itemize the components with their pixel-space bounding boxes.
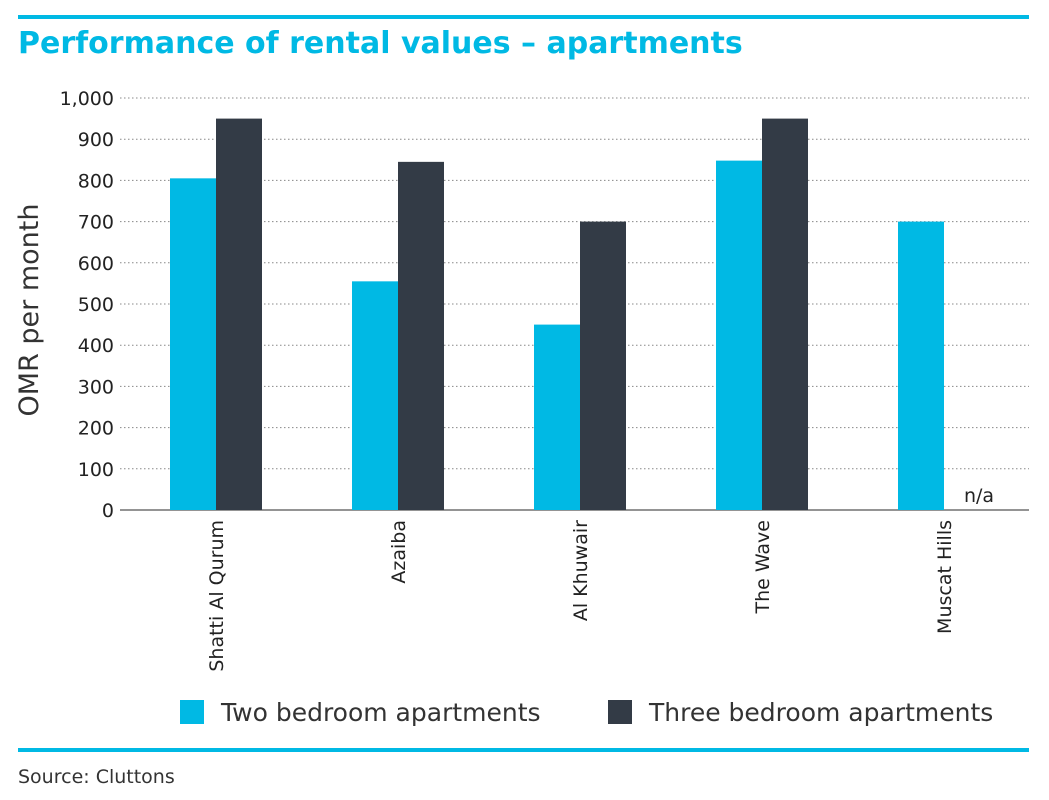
na-annotation: n/a (964, 485, 994, 507)
legend-swatch-three-bedroom (608, 700, 632, 724)
gridlines (120, 97, 1029, 511)
y-tick-label: 0 (102, 500, 114, 522)
bar-three-bedroom (398, 161, 444, 511)
bar-three-bedroom (216, 118, 262, 510)
bar-chart: 0 100 200 300 400 500 600 700 800 900 1,000 Shatti… (14, 88, 1029, 727)
source-note: Source: Cluttons (18, 766, 175, 788)
y-tick-label: 400 (78, 335, 114, 357)
y-tick-label: 1,000 (60, 88, 114, 110)
bar-two-bedroom (170, 178, 216, 510)
bar-two-bedroom (898, 221, 944, 510)
y-axis-label: OMR per month (14, 204, 45, 417)
y-axis-ticks: 0 100 200 300 400 500 600 700 800 900 1,000 (60, 88, 114, 522)
y-tick-label: 800 (78, 170, 114, 192)
top-rule (18, 15, 1029, 19)
bar-three-bedroom (580, 221, 626, 510)
annotations: n/a (964, 485, 994, 507)
y-tick-label: 500 (78, 294, 114, 316)
y-tick-label: 200 (78, 418, 114, 440)
x-category-label: Al Khuwair (570, 520, 592, 621)
legend-label-three-bedroom: Three bedroom apartments (648, 698, 993, 727)
x-category-label: Muscat Hills (934, 520, 956, 634)
bar-three-bedroom (762, 118, 808, 510)
legend-label-two-bedroom: Two bedroom apartments (220, 698, 541, 727)
bottom-rule (18, 748, 1029, 752)
legend: Two bedroom apartments Three bedroom apar… (180, 698, 993, 727)
x-category-label: The Wave (752, 520, 774, 615)
x-category-label: Shatti Al Qurum (206, 520, 228, 672)
chart-title: Performance of rental values – apartment… (18, 26, 743, 61)
y-tick-label: 100 (78, 459, 114, 481)
bar-two-bedroom (352, 281, 398, 510)
bar-two-bedroom (534, 324, 580, 510)
y-tick-label: 700 (78, 212, 114, 234)
y-tick-label: 300 (78, 376, 114, 398)
bar-two-bedroom (716, 160, 762, 510)
legend-swatch-two-bedroom (180, 700, 204, 724)
y-tick-label: 600 (78, 253, 114, 275)
bars (170, 118, 944, 511)
x-category-label: Azaiba (388, 520, 410, 584)
y-tick-label: 900 (78, 129, 114, 151)
category-labels: Shatti Al Qurum Azaiba Al Khuwair The Wave M… (206, 520, 956, 672)
